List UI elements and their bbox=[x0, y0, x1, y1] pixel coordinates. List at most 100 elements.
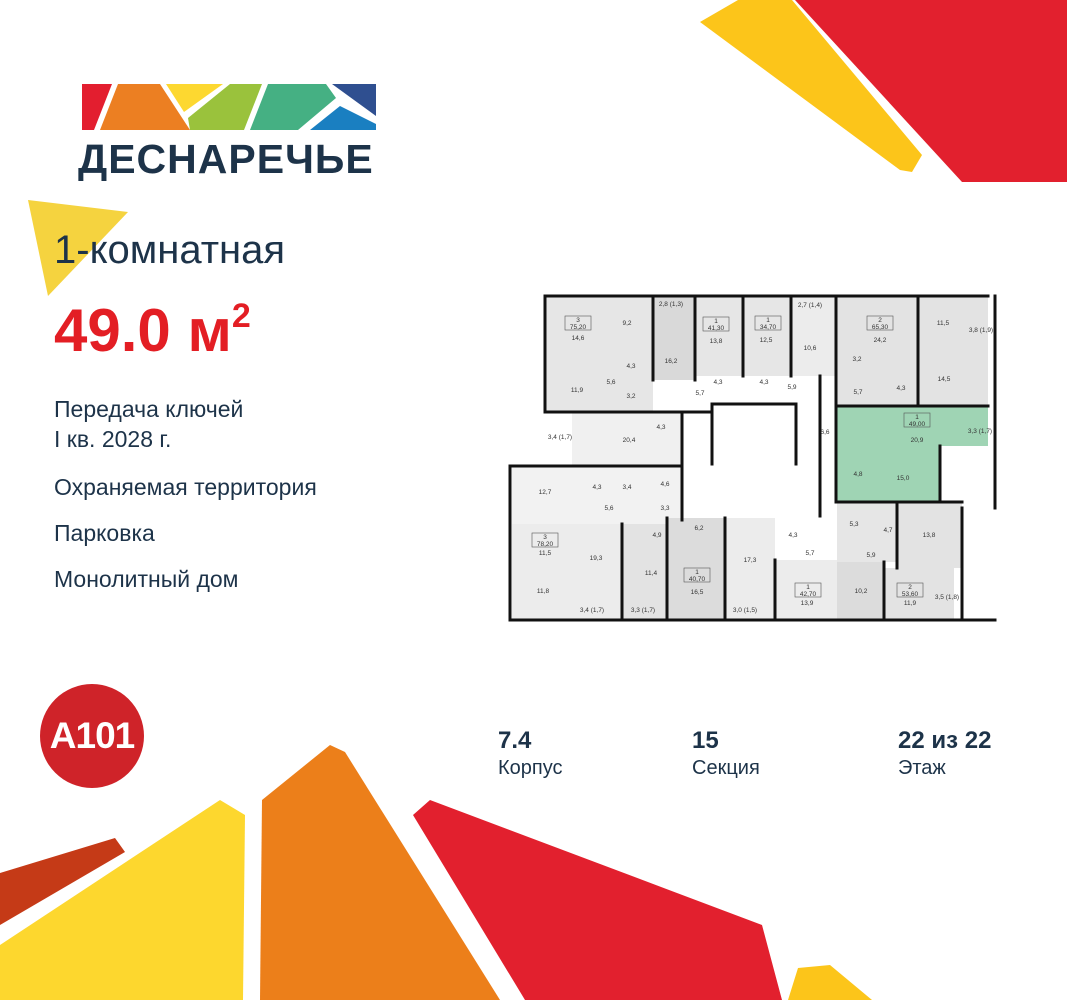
wall bbox=[993, 294, 997, 510]
room-area-label: 14,6 bbox=[572, 335, 585, 342]
wall bbox=[916, 294, 920, 408]
room-area-label: 3,4 (1,7) bbox=[580, 607, 604, 614]
apartment-area: 78,20 bbox=[537, 541, 554, 548]
wall bbox=[789, 294, 793, 378]
room-area-label: 4,3 bbox=[626, 363, 635, 370]
wall bbox=[508, 464, 512, 622]
apartment-rooms: 2 bbox=[878, 317, 882, 324]
apartment-area: 34,70 bbox=[760, 324, 777, 331]
room-area-label: 4,3 bbox=[713, 379, 722, 386]
wall bbox=[680, 410, 684, 522]
developer-logo: A101 bbox=[40, 684, 144, 788]
feature-parking: Парковка bbox=[54, 520, 155, 546]
area-unit-sup: 2 bbox=[231, 297, 251, 335]
wall bbox=[543, 294, 547, 414]
deco-red-bottom bbox=[413, 800, 782, 1000]
apartment-label-box bbox=[531, 532, 559, 548]
wall bbox=[508, 618, 997, 622]
room bbox=[667, 518, 725, 620]
room-area-label: 3,8 (1,9) bbox=[969, 327, 993, 334]
wall bbox=[773, 558, 777, 622]
room-area-label: 17,3 bbox=[744, 557, 757, 564]
room-area-label: 3,2 bbox=[852, 356, 861, 363]
room-area-label: 4,3 bbox=[759, 379, 768, 386]
wall bbox=[543, 410, 714, 414]
building-label: Корпус bbox=[498, 757, 563, 779]
wall bbox=[693, 294, 697, 382]
wall bbox=[882, 560, 886, 622]
room-area-label: 6,2 bbox=[694, 525, 703, 532]
area-value: 49.0 м bbox=[54, 297, 232, 364]
wall bbox=[620, 522, 624, 622]
apartment-rooms: 3 bbox=[576, 317, 580, 324]
wall bbox=[818, 374, 822, 518]
room-area-label: 5,7 bbox=[853, 389, 862, 396]
room bbox=[836, 406, 988, 446]
room-area-label: 4,3 bbox=[788, 532, 797, 539]
apartment-label-box bbox=[702, 316, 730, 332]
wall bbox=[710, 402, 798, 406]
wall bbox=[508, 464, 682, 468]
apartment-label-box bbox=[564, 315, 592, 331]
deco-yellow-triangle bbox=[28, 200, 128, 296]
room-area-label: 9,2 bbox=[622, 320, 631, 327]
deco-yellow-top bbox=[700, 0, 922, 172]
room-area-label: 11,4 bbox=[645, 570, 658, 577]
room-area-label: 6,6 bbox=[820, 429, 829, 436]
apartment-rooms: 3 bbox=[543, 534, 547, 541]
apartment-rooms: 1 bbox=[766, 317, 770, 324]
room-area-label: 11,5 bbox=[539, 550, 552, 557]
room-area-label: 4,3 bbox=[896, 385, 905, 392]
room-count: 1-комнатная bbox=[54, 228, 286, 272]
room bbox=[712, 404, 796, 464]
apartment-area: 40,70 bbox=[689, 576, 706, 583]
apartment-rooms: 1 bbox=[915, 414, 919, 421]
room bbox=[775, 560, 837, 620]
room-area-label: 5,9 bbox=[787, 384, 796, 391]
room-area-label: 4,6 bbox=[660, 481, 669, 488]
room-area-label: 2,7 (1,4) bbox=[798, 302, 822, 309]
apartment-label-box bbox=[683, 567, 711, 583]
apartment-area: 49.0 м2 bbox=[54, 296, 251, 365]
section-value: 15 bbox=[692, 727, 719, 754]
apartment-area: 53,60 bbox=[902, 591, 919, 598]
room bbox=[512, 466, 682, 524]
apartment-area: 65,30 bbox=[872, 324, 889, 331]
apartment-label-box bbox=[794, 582, 822, 598]
room-area-label: 4,9 bbox=[652, 532, 661, 539]
room bbox=[743, 296, 791, 376]
deco-orange-bottom bbox=[260, 745, 500, 1000]
handover-label: Передача ключей bbox=[54, 396, 244, 422]
room-area-label: 5,7 bbox=[805, 550, 814, 557]
room-area-label: 3,5 (1,8) bbox=[935, 594, 959, 601]
room-area-label: 3,4 bbox=[622, 484, 631, 491]
handover-date: I кв. 2028 г. bbox=[54, 426, 172, 452]
wall bbox=[665, 516, 669, 622]
room-area-label: 5,6 bbox=[604, 505, 613, 512]
room bbox=[725, 518, 775, 620]
feature-monolithic: Монолитный дом bbox=[54, 566, 239, 592]
room-area-label: 13,8 bbox=[710, 338, 723, 345]
room bbox=[836, 296, 918, 406]
wall bbox=[938, 444, 942, 504]
wall bbox=[543, 294, 990, 298]
room-area-label: 13,9 bbox=[801, 600, 814, 607]
deco-yellow-corner bbox=[788, 965, 872, 1000]
room-area-label: 10,6 bbox=[804, 345, 817, 352]
deco-brown-stripe bbox=[0, 838, 125, 925]
deco-yellow-bottom bbox=[0, 800, 245, 1000]
apartment-area: 42,70 bbox=[800, 591, 817, 598]
room bbox=[695, 296, 743, 376]
room-area-label: 12,5 bbox=[760, 337, 773, 344]
room-area-label: 13,8 bbox=[923, 532, 936, 539]
room-area-label: 3,3 (1,7) bbox=[631, 607, 655, 614]
room-area-label: 11,5 bbox=[937, 320, 950, 327]
apartment-rooms: 1 bbox=[806, 584, 810, 591]
room-area-label: 3,3 bbox=[660, 505, 669, 512]
room-area-label: 24,2 bbox=[874, 337, 887, 344]
room-area-label: 3,4 (1,7) bbox=[548, 434, 572, 441]
feature-security: Охраняемая территория bbox=[54, 474, 317, 500]
room bbox=[512, 524, 622, 620]
room-area-label: 10,2 bbox=[855, 588, 868, 595]
